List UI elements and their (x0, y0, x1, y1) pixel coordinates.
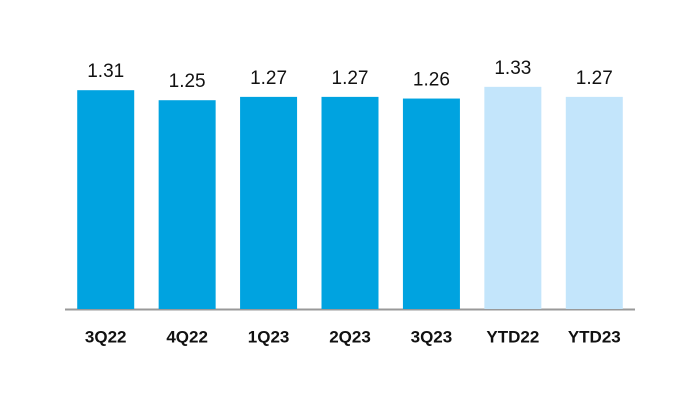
value-label: 1.31 (87, 61, 124, 82)
bar (565, 96, 623, 310)
bar (321, 96, 379, 310)
x-tick-label: YTD22 (486, 327, 539, 346)
value-label: 1.33 (494, 58, 531, 79)
value-label: 1.25 (169, 71, 206, 92)
bar (77, 90, 135, 309)
x-tick-label: 2Q23 (329, 327, 371, 346)
x-tick-label: YTD23 (568, 327, 621, 346)
value-label: 1.26 (413, 70, 450, 91)
x-tick-label: 3Q22 (85, 327, 127, 346)
bar (484, 86, 542, 309)
bar (158, 100, 216, 309)
x-tick-label: 1Q23 (248, 327, 290, 346)
value-label: 1.27 (332, 68, 369, 89)
bar (240, 96, 298, 310)
value-label: 1.27 (576, 68, 613, 89)
bar (402, 98, 460, 309)
x-tick-label: 3Q23 (411, 327, 453, 346)
x-tick-label: 4Q22 (166, 327, 208, 346)
value-label: 1.27 (250, 68, 287, 89)
